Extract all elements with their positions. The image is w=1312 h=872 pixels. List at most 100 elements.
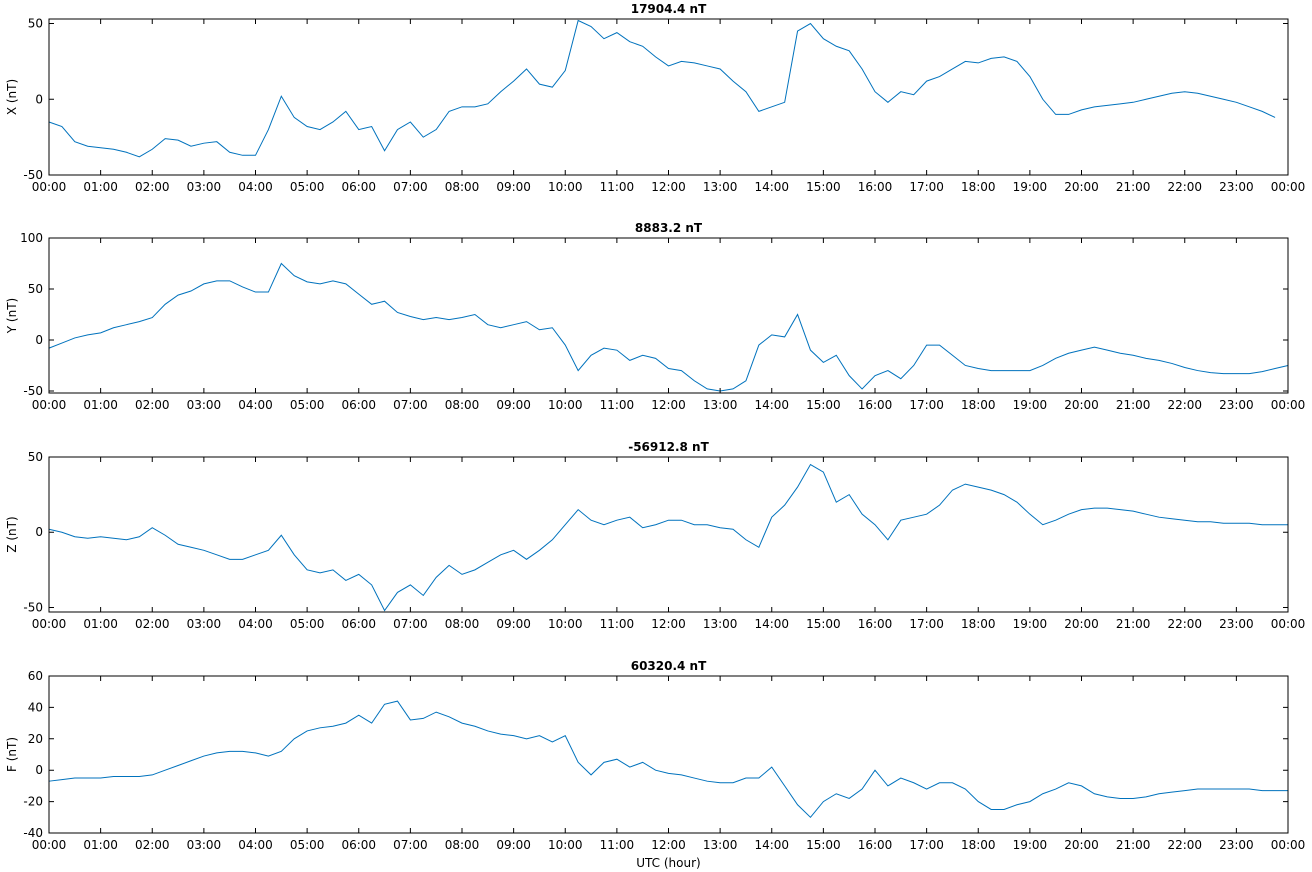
- x-tick-label: 08:00: [445, 617, 480, 631]
- subplot: 00:00 01:00 02:00 03:00 04:00 05:00 06:00 07:00…: [5, 2, 1305, 194]
- x-tick-label: 01:00: [83, 838, 118, 852]
- x-tick-label: 05:00: [290, 398, 325, 412]
- x-tick-label: 14:00: [754, 398, 789, 412]
- x-tick-label: 10:00: [548, 398, 583, 412]
- y-tick-label: 0: [35, 763, 43, 777]
- x-tick-label: 12:00: [651, 180, 686, 194]
- x-tick-label: 18:00: [961, 838, 996, 852]
- x-tick-label: 13:00: [703, 180, 738, 194]
- x-tick-label: 15:00: [806, 180, 841, 194]
- y-tick-label: 0: [35, 92, 43, 106]
- axes-frame: [48, 237, 1289, 394]
- x-tick-label: 08:00: [445, 180, 480, 194]
- x-tick-label: 14:00: [754, 180, 789, 194]
- x-tick-label: 18:00: [961, 398, 996, 412]
- x-tick-label: 02:00: [135, 838, 170, 852]
- y-tick-label: 100: [20, 231, 43, 245]
- axes-frame: [48, 675, 1289, 834]
- x-tick-label: 00:00: [32, 398, 67, 412]
- subplot-title: -56912.8 nT: [628, 440, 709, 454]
- x-tick-label: 13:00: [703, 398, 738, 412]
- x-tick-label: 02:00: [135, 617, 170, 631]
- x-tick-label: 01:00: [83, 180, 118, 194]
- x-tick-label: 14:00: [754, 617, 789, 631]
- x-tick-label: 13:00: [703, 617, 738, 631]
- y-tick-label: -50: [23, 600, 43, 614]
- x-tick-label: 23:00: [1219, 398, 1254, 412]
- x-tick-label: 22:00: [1167, 838, 1202, 852]
- y-axis-label: X (nT): [5, 79, 19, 115]
- x-tick-label: 23:00: [1219, 180, 1254, 194]
- x-tick-label: 03:00: [187, 838, 222, 852]
- x-tick-label: 04:00: [238, 617, 273, 631]
- x-tick-label: 04:00: [238, 838, 273, 852]
- x-tick-label: 19:00: [1013, 838, 1048, 852]
- x-tick-label: 19:00: [1013, 180, 1048, 194]
- x-tick-label: 06:00: [341, 398, 376, 412]
- x-tick-label: 09:00: [496, 398, 531, 412]
- y-tick-label: -50: [23, 384, 43, 398]
- x-tick-label: 00:00: [1271, 838, 1306, 852]
- x-tick-label: 18:00: [961, 180, 996, 194]
- x-tick-label: 03:00: [187, 617, 222, 631]
- x-tick-label: 17:00: [909, 617, 944, 631]
- x-tick-label: 03:00: [187, 398, 222, 412]
- x-tick-label: 18:00: [961, 617, 996, 631]
- x-tick-label: 07:00: [393, 838, 428, 852]
- x-tick-label: 01:00: [83, 398, 118, 412]
- x-tick-label: 02:00: [135, 398, 170, 412]
- y-tick-label: 0: [35, 525, 43, 539]
- data-line: [48, 262, 1289, 392]
- y-axis-label: F (nT): [5, 737, 19, 772]
- y-tick-label: -40: [23, 826, 43, 840]
- subplot: 00:00 01:00 02:00 03:00 04:00 05:00 06:00 07:00…: [5, 659, 1305, 870]
- x-tick-label: 05:00: [290, 180, 325, 194]
- x-tick-label: 20:00: [1064, 398, 1099, 412]
- y-tick-label: 60: [28, 669, 43, 683]
- x-tick-label: 11:00: [600, 180, 635, 194]
- x-tick-label: 15:00: [806, 617, 841, 631]
- x-tick-label: 16:00: [858, 180, 893, 194]
- x-tick-label: 10:00: [548, 617, 583, 631]
- y-tick-label: 50: [28, 450, 43, 464]
- x-tick-label: 01:00: [83, 617, 118, 631]
- y-tick-label: -20: [23, 795, 43, 809]
- y-tick-label: 50: [28, 17, 43, 31]
- x-tick-label: 12:00: [651, 838, 686, 852]
- x-tick-label: 19:00: [1013, 617, 1048, 631]
- x-tick-label: 06:00: [341, 617, 376, 631]
- x-tick-label: 07:00: [393, 617, 428, 631]
- subplot-title: 17904.4 nT: [631, 2, 707, 16]
- x-axis-label: UTC (hour): [636, 856, 700, 870]
- x-tick-label: 00:00: [1271, 398, 1306, 412]
- x-tick-label: 21:00: [1116, 838, 1151, 852]
- x-tick-label: 09:00: [496, 180, 531, 194]
- x-tick-label: 08:00: [445, 398, 480, 412]
- x-tick-label: 22:00: [1167, 180, 1202, 194]
- x-tick-label: 09:00: [496, 838, 531, 852]
- x-tick-label: 05:00: [290, 617, 325, 631]
- x-tick-label: 15:00: [806, 398, 841, 412]
- y-tick-label: -50: [23, 168, 43, 182]
- x-tick-label: 16:00: [858, 838, 893, 852]
- x-tick-label: 00:00: [32, 617, 67, 631]
- y-axis-label: Y (nT): [5, 298, 19, 334]
- subplot: 00:00 01:00 02:00 03:00 04:00 05:00 06:00 07:00…: [5, 440, 1305, 631]
- x-tick-label: 21:00: [1116, 617, 1151, 631]
- x-tick-label: 15:00: [806, 838, 841, 852]
- x-tick-label: 23:00: [1219, 617, 1254, 631]
- x-tick-label: 00:00: [1271, 617, 1306, 631]
- x-tick-label: 06:00: [341, 180, 376, 194]
- x-tick-label: 17:00: [909, 398, 944, 412]
- x-tick-label: 16:00: [858, 617, 893, 631]
- y-tick-label: 50: [28, 282, 43, 296]
- x-tick-label: 00:00: [32, 180, 67, 194]
- x-tick-label: 06:00: [341, 838, 376, 852]
- x-tick-label: 11:00: [600, 398, 635, 412]
- x-tick-label: 20:00: [1064, 838, 1099, 852]
- x-tick-label: 08:00: [445, 838, 480, 852]
- x-tick-label: 10:00: [548, 838, 583, 852]
- x-tick-label: 00:00: [32, 838, 67, 852]
- data-line: [48, 463, 1288, 612]
- subplot-title: 60320.4 nT: [631, 659, 707, 673]
